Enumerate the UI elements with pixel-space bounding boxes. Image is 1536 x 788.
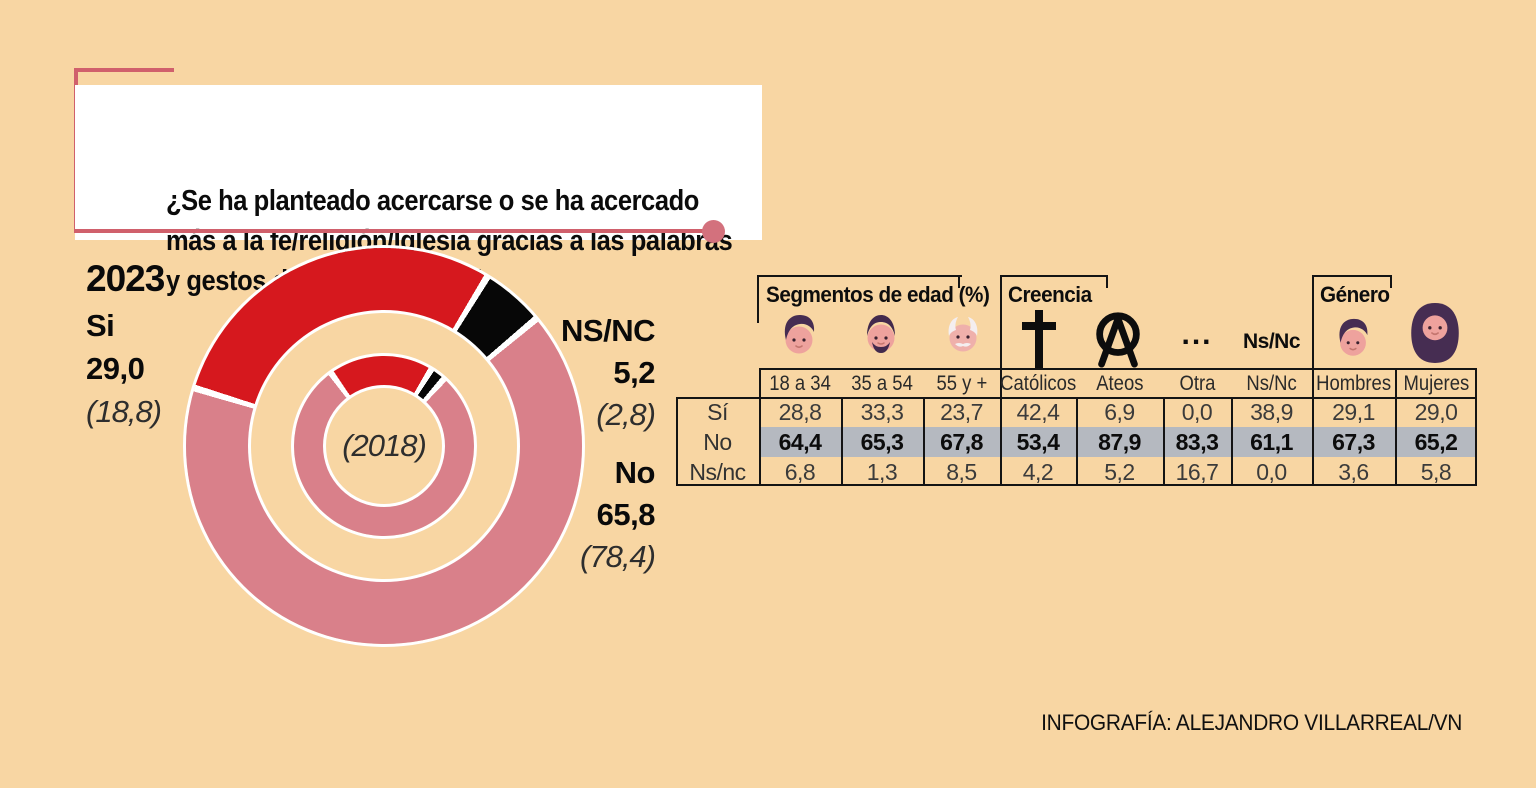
table-row-si: Sí 28,8 33,3 23,7 42,4 6,9 0,0 38,9 29,1…	[676, 397, 1477, 427]
table-cell: 38,9	[1250, 398, 1293, 425]
table-line	[1395, 368, 1397, 484]
table-cell: 65,2	[1414, 428, 1458, 455]
column-header: Otra	[1179, 371, 1215, 395]
table-cell: 8,5	[946, 458, 977, 485]
young-person-icon	[784, 315, 815, 354]
column-header: Ns/Nc	[1246, 371, 1297, 395]
row-label: No	[703, 428, 732, 455]
title-bracket-bottom	[74, 229, 703, 233]
table-cell: 29,0	[1414, 398, 1458, 425]
table-cell: 42,4	[1016, 398, 1060, 425]
creencia-bracket-tick	[1106, 275, 1108, 288]
table-row-nsnc: Ns/nc 6,8 1,3 8,5 4,2 5,2 16,7 0,0 3,6 5…	[676, 457, 1477, 487]
si-prev-value: (18,8)	[86, 394, 162, 429]
table-cell: 33,3	[860, 398, 904, 425]
group-title-creencia: Creencia	[1008, 282, 1092, 307]
si-value: 29,0	[86, 351, 145, 386]
cross-icon	[1022, 310, 1056, 368]
nsnc-value: 5,2	[613, 355, 655, 390]
table-line	[759, 368, 761, 484]
nsnc-prev-value: (2,8)	[596, 397, 656, 432]
column-header: Hombres	[1316, 371, 1391, 395]
column-header: Mujeres	[1403, 371, 1469, 395]
man-icon	[1339, 318, 1368, 356]
genero-bracket-tick	[1390, 275, 1392, 288]
table-cell: 83,3	[1175, 428, 1219, 455]
table-line	[1163, 397, 1165, 484]
row-label: Sí	[707, 398, 728, 425]
group-title-segmentos: Segmentos de edad (%)	[766, 282, 990, 307]
no-prev-value: (78,4)	[580, 539, 656, 574]
table-line	[1231, 397, 1233, 484]
table-cell: 67,8	[940, 428, 983, 455]
genero-group-bracket	[1312, 275, 1392, 277]
table-cell: 53,4	[1016, 428, 1060, 455]
table-cell: 3,6	[1338, 458, 1369, 485]
table-line	[676, 484, 1477, 486]
group-title-genero: Género	[1320, 282, 1390, 307]
column-header-empty	[676, 370, 759, 397]
table-group-divider	[1312, 275, 1314, 484]
column-header: Ateos	[1095, 371, 1144, 395]
table-cell: 5,8	[1420, 458, 1452, 485]
table-cell: 6,9	[1104, 398, 1135, 425]
table-group-divider	[1000, 275, 1002, 484]
column-header-row: 18 a 34 35 a 54 55 y + Católicos Ateos O…	[676, 370, 1477, 397]
nested-donut-chart: (2018)	[186, 248, 582, 644]
creencia-group-bracket	[1000, 275, 1108, 277]
table-cell: 64,4	[778, 428, 822, 455]
creencia-nsnc-header: Ns/Nc	[1242, 330, 1301, 353]
segmentos-group-bracket	[757, 275, 962, 323]
credit-line: INFOGRAFÍA: ALEJANDRO VILLARREAL/VN	[1041, 710, 1462, 735]
title-line-1: ¿Se ha planteado acercarse o se ha acerc…	[166, 185, 699, 217]
table-cell: 29,1	[1332, 398, 1375, 425]
table-cell: 61,1	[1250, 428, 1293, 455]
table-cell: 28,8	[778, 398, 822, 425]
no-row-highlight	[759, 427, 1477, 457]
table-cell: 23,7	[940, 398, 983, 425]
table-line	[676, 397, 678, 484]
donut-center: (2018)	[326, 388, 442, 504]
woman-icon	[1411, 303, 1459, 363]
table-line	[1475, 368, 1477, 484]
table-cell: 4,2	[1022, 458, 1054, 485]
elderly-man-icon	[948, 317, 978, 352]
title-bracket-top	[74, 68, 174, 72]
table-row-no: No 64,4 65,3 67,8 53,4 87,9 83,3 61,1 67…	[676, 427, 1477, 457]
si-label-block: Si 29,0 (18,8)	[86, 304, 162, 433]
donut-center-label: (2018)	[342, 428, 427, 463]
column-header: 18 a 34	[769, 371, 831, 395]
year-label-2023: 2023	[86, 258, 165, 299]
nsnc-label: NS/NC	[561, 313, 655, 348]
table-line	[1076, 397, 1078, 484]
ellipsis-icon: ...	[1181, 318, 1213, 351]
row-label: Ns/nc	[689, 458, 746, 485]
table-cell: 16,7	[1175, 458, 1219, 485]
table-line	[923, 397, 925, 484]
table-cell: 5,2	[1104, 458, 1135, 485]
atheism-icon	[1096, 312, 1140, 368]
table-cell: 1,3	[866, 458, 898, 485]
table-cell: 87,9	[1098, 428, 1141, 455]
table-line	[841, 397, 843, 484]
breakdown-table: Segmentos de edad (%) Creencia Género ..…	[676, 270, 1477, 486]
table-cell: 65,3	[860, 428, 904, 455]
table-cell: 67,3	[1332, 428, 1375, 455]
table-cell: 6,8	[784, 458, 816, 485]
si-label: Si	[86, 308, 115, 343]
column-header: 55 y +	[936, 371, 987, 395]
table-line	[759, 368, 1477, 370]
column-header: Católicos	[999, 371, 1077, 395]
table-cell: 0,0	[1181, 398, 1213, 425]
column-header: 35 a 54	[851, 371, 913, 395]
title-bracket-dot-icon	[702, 220, 725, 243]
adult-man-icon	[867, 315, 895, 353]
question-box: ¿Se ha planteado acercarse o se ha acerc…	[75, 85, 762, 297]
table-cell: 0,0	[1256, 458, 1287, 485]
right-labels-block: NS/NC 5,2 (2,8) No 65,8 (78,4)	[455, 310, 656, 578]
segmentos-bracket-tick	[958, 275, 960, 288]
no-value: 65,8	[596, 497, 656, 532]
no-label: No	[614, 455, 656, 490]
